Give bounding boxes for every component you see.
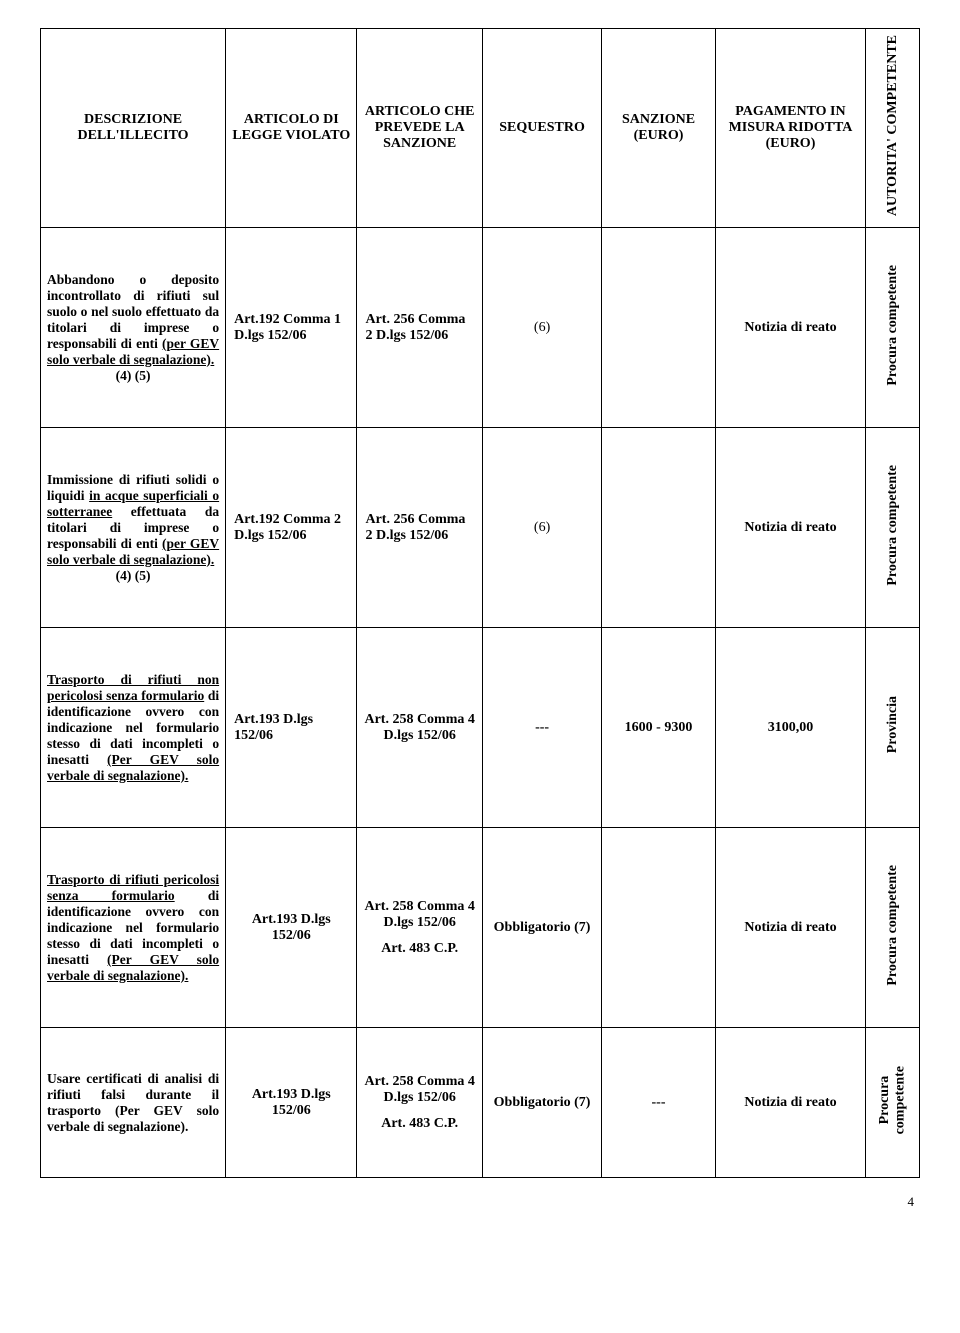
cell-art2: Art. 256 Comma 2 D.lgs 152/06 <box>357 428 482 628</box>
table-row: Immissione di rifiuti solidi o liquidi i… <box>41 428 920 628</box>
table-row: Trasporto di rifiuti non pericolosi senz… <box>41 628 920 828</box>
cell-art1: Art.193 D.lgs 152/06 <box>226 628 357 828</box>
header-pag: PAGAMENTO IN MISURA RIDOTTA (EURO) <box>715 29 865 228</box>
cell-sanz: 1600 - 9300 <box>602 628 715 828</box>
cell-seq: (6) <box>482 428 601 628</box>
cell-desc: Trasporto di rifiuti pericolosi senza fo… <box>41 828 226 1028</box>
cell-sanz <box>602 428 715 628</box>
cell-art1: Art.192 Comma 1 D.lgs 152/06 <box>226 228 357 428</box>
cell-auth: Procura competente <box>866 1028 920 1178</box>
cell-pag: Notizia di reato <box>715 428 865 628</box>
cell-auth: Procura competente <box>866 828 920 1028</box>
table-row: Usare certificati di analisi di rifiuti … <box>41 1028 920 1178</box>
header-seq: SEQUESTRO <box>482 29 601 228</box>
cell-pag: Notizia di reato <box>715 828 865 1028</box>
cell-art2: Art. 258 Comma 4 D.lgs 152/06 Art. 483 C… <box>357 828 482 1028</box>
cell-art1: Art.193 D.lgs 152/06 <box>226 1028 357 1178</box>
cell-art2: Art. 256 Comma 2 D.lgs 152/06 <box>357 228 482 428</box>
sanctions-table: DESCRIZIONE DELL'ILLECITO ARTICOLO DI LE… <box>40 28 920 1178</box>
cell-seq: --- <box>482 628 601 828</box>
cell-auth: Provincia <box>866 628 920 828</box>
header-art2: ARTICOLO CHE PREVEDE LA SANZIONE <box>357 29 482 228</box>
cell-desc: Immissione di rifiuti solidi o liquidi i… <box>41 428 226 628</box>
header-desc: DESCRIZIONE DELL'ILLECITO <box>41 29 226 228</box>
table-row: Abbandono o deposito incontrollato di ri… <box>41 228 920 428</box>
cell-desc: Trasporto di rifiuti non pericolosi senz… <box>41 628 226 828</box>
header-art1: ARTICOLO DI LEGGE VIOLATO <box>226 29 357 228</box>
cell-desc: Usare certificati di analisi di rifiuti … <box>41 1028 226 1178</box>
cell-seq: Obbligatorio (7) <box>482 1028 601 1178</box>
cell-pag: 3100,00 <box>715 628 865 828</box>
cell-desc: Abbandono o deposito incontrollato di ri… <box>41 228 226 428</box>
cell-seq: Obbligatorio (7) <box>482 828 601 1028</box>
cell-art2: Art. 258 Comma 4 D.lgs 152/06 Art. 483 C… <box>357 1028 482 1178</box>
header-auth: AUTORITA' COMPETENTE <box>866 29 920 228</box>
table-row: Trasporto di rifiuti pericolosi senza fo… <box>41 828 920 1028</box>
cell-art2: Art. 258 Comma 4 D.lgs 152/06 <box>357 628 482 828</box>
cell-art1: Art.192 Comma 2 D.lgs 152/06 <box>226 428 357 628</box>
cell-sanz: --- <box>602 1028 715 1178</box>
cell-sanz <box>602 228 715 428</box>
cell-art1: Art.193 D.lgs 152/06 <box>226 828 357 1028</box>
header-row: DESCRIZIONE DELL'ILLECITO ARTICOLO DI LE… <box>41 29 920 228</box>
cell-sanz <box>602 828 715 1028</box>
cell-auth: Procura competente <box>866 428 920 628</box>
cell-pag: Notizia di reato <box>715 1028 865 1178</box>
cell-seq: (6) <box>482 228 601 428</box>
page-number: 4 <box>40 1194 920 1210</box>
cell-pag: Notizia di reato <box>715 228 865 428</box>
header-sanz: SANZIONE (EURO) <box>602 29 715 228</box>
cell-auth: Procura competente <box>866 228 920 428</box>
